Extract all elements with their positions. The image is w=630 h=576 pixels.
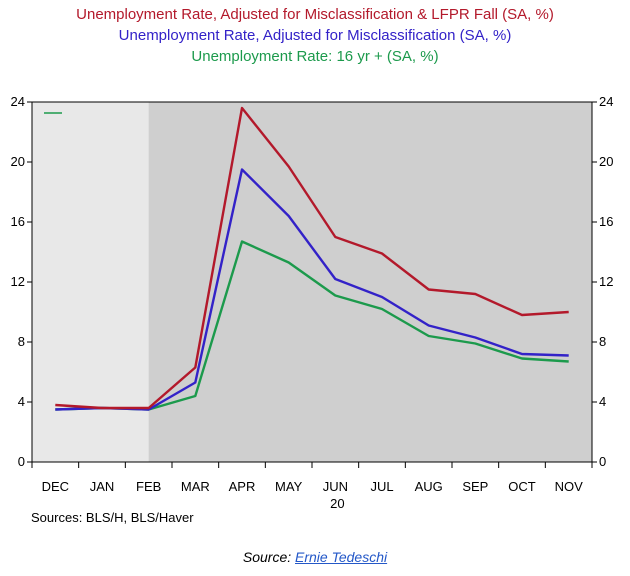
y-tick-label-left-24: 24 — [11, 94, 25, 109]
y-tick-label-right-24: 24 — [599, 94, 613, 109]
sources-note: Sources: BLS/H, BLS/Haver — [31, 510, 194, 525]
chart-titles: Unemployment Rate, Adjusted for Misclass… — [0, 4, 630, 67]
x-tick-label-sep: SEP — [462, 479, 488, 494]
x-tick-label-oct: OCT — [508, 479, 536, 494]
y-tick-label-right-16: 16 — [599, 214, 613, 229]
title-line-2: Unemployment Rate, Adjusted for Misclass… — [118, 27, 512, 44]
title-line-3: Unemployment Rate: 16 yr + (SA, %) — [191, 48, 439, 65]
x-tick-label-may: MAY — [275, 479, 303, 494]
x-tick-label-jan: JAN — [90, 479, 115, 494]
x-tick-label-nov: NOV — [555, 479, 584, 494]
y-tick-label-right-0: 0 — [599, 454, 606, 469]
title-line-1: Unemployment Rate, Adjusted for Misclass… — [76, 6, 554, 23]
x-tick-label-dec: DEC — [42, 479, 69, 494]
credit-prefix: Source: — [242, 549, 296, 565]
y-tick-label-left-16: 16 — [11, 214, 25, 229]
y-tick-label-left-20: 20 — [11, 154, 25, 169]
x-tick-label-jul: JUL — [370, 479, 393, 494]
series-line-1 — [55, 168, 569, 411]
x-year-label: 20 — [330, 496, 344, 511]
x-tick-label-apr: APR — [229, 479, 256, 494]
x-tick-label-feb: FEB — [136, 479, 161, 494]
y-tick-label-right-8: 8 — [599, 334, 606, 349]
y-tick-label-left-0: 0 — [18, 454, 25, 469]
x-tick-label-jun: JUN — [323, 479, 348, 494]
series-line-0 — [55, 106, 569, 410]
x-tick-label-aug: AUG — [415, 479, 443, 494]
credit-link[interactable]: Ernie Tedeschi — [295, 549, 388, 565]
shaded-region — [148, 102, 592, 462]
y-tick-label-right-4: 4 — [599, 394, 606, 409]
y-tick-label-right-20: 20 — [599, 154, 613, 169]
y-tick-label-left-12: 12 — [11, 274, 25, 289]
x-tick-label-mar: MAR — [181, 479, 210, 494]
y-tick-label-left-4: 4 — [18, 394, 25, 409]
y-tick-label-left-8: 8 — [18, 334, 25, 349]
y-tick-label-right-12: 12 — [599, 274, 613, 289]
credit-line: Source: Ernie Tedeschi — [0, 549, 630, 565]
